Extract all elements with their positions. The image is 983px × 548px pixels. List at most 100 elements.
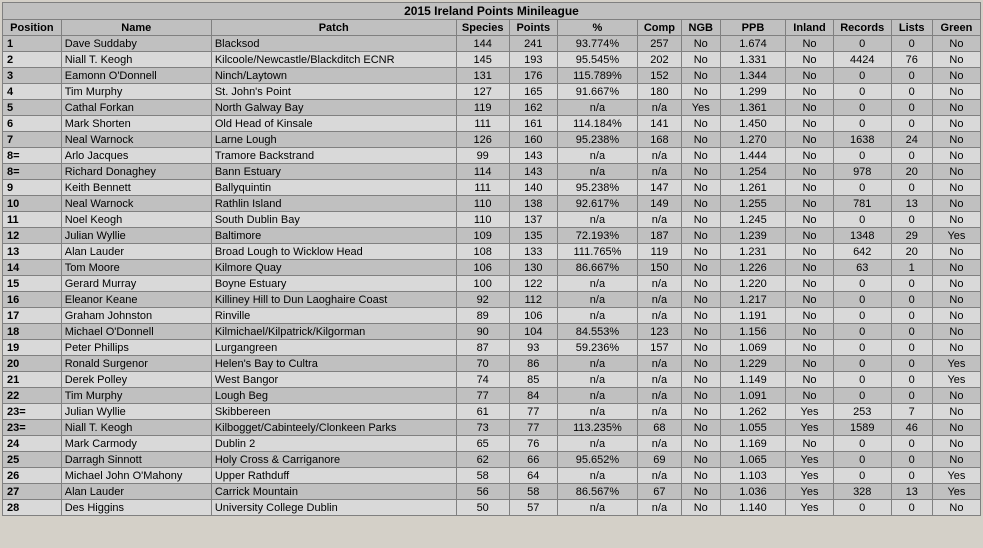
- cell-position: 12: [3, 228, 62, 244]
- cell-ngb: No: [681, 500, 720, 516]
- table-row: 28Des HigginsUniversity College Dublin50…: [3, 500, 981, 516]
- cell-ngb: No: [681, 436, 720, 452]
- cell-name: Eamonn O'Donnell: [61, 68, 211, 84]
- cell-comp: 150: [638, 260, 682, 276]
- cell-name: Eleanor Keane: [61, 292, 211, 308]
- cell-name: Neal Warnock: [61, 132, 211, 148]
- cell-comp: n/a: [638, 148, 682, 164]
- cell-points: 104: [509, 324, 557, 340]
- table-row: 9Keith BennettBallyquintin11114095.238%1…: [3, 180, 981, 196]
- cell-ngb: No: [681, 324, 720, 340]
- cell-position: 4: [3, 84, 62, 100]
- cell-ngb: No: [681, 404, 720, 420]
- cell-lists: 0: [891, 372, 932, 388]
- cell-position: 25: [3, 452, 62, 468]
- cell-ngb: No: [681, 260, 720, 276]
- cell-name: Des Higgins: [61, 500, 211, 516]
- cell-comp: n/a: [638, 500, 682, 516]
- cell-species: 126: [456, 132, 509, 148]
- cell-records: 1348: [833, 228, 891, 244]
- cell-comp: n/a: [638, 100, 682, 116]
- cell-green: Yes: [932, 228, 980, 244]
- cell-patch: Rathlin Island: [211, 196, 456, 212]
- cell-species: 89: [456, 308, 509, 324]
- cell-records: 781: [833, 196, 891, 212]
- cell-lists: 0: [891, 324, 932, 340]
- cell-records: 1638: [833, 132, 891, 148]
- cell-name: Peter Phillips: [61, 340, 211, 356]
- cell-points: 193: [509, 52, 557, 68]
- cell-lists: 0: [891, 340, 932, 356]
- cell-species: 58: [456, 468, 509, 484]
- cell-ppb: 1.156: [720, 324, 785, 340]
- cell-ngb: No: [681, 340, 720, 356]
- cell-records: 0: [833, 372, 891, 388]
- cell-records: 0: [833, 388, 891, 404]
- table-row: 11Noel KeoghSouth Dublin Bay110137n/an/a…: [3, 212, 981, 228]
- cell-pct: n/a: [557, 436, 637, 452]
- cell-points: 143: [509, 148, 557, 164]
- cell-comp: 180: [638, 84, 682, 100]
- cell-name: Ronald Surgenor: [61, 356, 211, 372]
- col-inland: Inland: [786, 20, 834, 36]
- cell-pct: 95.238%: [557, 132, 637, 148]
- col-name: Name: [61, 20, 211, 36]
- cell-comp: 67: [638, 484, 682, 500]
- cell-ppb: 1.217: [720, 292, 785, 308]
- cell-records: 4424: [833, 52, 891, 68]
- cell-name: Arlo Jacques: [61, 148, 211, 164]
- cell-patch: St. John's Point: [211, 84, 456, 100]
- table-row: 19Peter PhillipsLurgangreen879359.236%15…: [3, 340, 981, 356]
- cell-patch: Boyne Estuary: [211, 276, 456, 292]
- cell-green: No: [932, 100, 980, 116]
- cell-green: Yes: [932, 468, 980, 484]
- cell-patch: Blacksod: [211, 36, 456, 52]
- cell-pct: 111.765%: [557, 244, 637, 260]
- cell-green: No: [932, 340, 980, 356]
- cell-ppb: 1.262: [720, 404, 785, 420]
- cell-lists: 0: [891, 212, 932, 228]
- cell-name: Derek Polley: [61, 372, 211, 388]
- cell-ppb: 1.191: [720, 308, 785, 324]
- cell-ppb: 1.229: [720, 356, 785, 372]
- cell-species: 110: [456, 196, 509, 212]
- cell-points: 84: [509, 388, 557, 404]
- cell-position: 19: [3, 340, 62, 356]
- cell-pct: 93.774%: [557, 36, 637, 52]
- col-records: Records: [833, 20, 891, 36]
- cell-patch: Dublin 2: [211, 436, 456, 452]
- cell-pct: 95.545%: [557, 52, 637, 68]
- header-row: Position Name Patch Species Points % Com…: [3, 20, 981, 36]
- cell-species: 50: [456, 500, 509, 516]
- cell-green: No: [932, 276, 980, 292]
- table-row: 14Tom MooreKilmore Quay10613086.667%150N…: [3, 260, 981, 276]
- cell-lists: 13: [891, 484, 932, 500]
- table-row: 8=Richard DonagheyBann Estuary114143n/an…: [3, 164, 981, 180]
- cell-position: 17: [3, 308, 62, 324]
- cell-inland: Yes: [786, 500, 834, 516]
- cell-comp: n/a: [638, 212, 682, 228]
- cell-position: 10: [3, 196, 62, 212]
- cell-points: 160: [509, 132, 557, 148]
- col-green: Green: [932, 20, 980, 36]
- cell-patch: Lurgangreen: [211, 340, 456, 356]
- table-row: 3Eamonn O'DonnellNinch/Laytown131176115.…: [3, 68, 981, 84]
- cell-pct: 114.184%: [557, 116, 637, 132]
- cell-records: 0: [833, 436, 891, 452]
- cell-name: Michael John O'Mahony: [61, 468, 211, 484]
- cell-position: 8=: [3, 148, 62, 164]
- cell-pct: 91.667%: [557, 84, 637, 100]
- cell-ngb: No: [681, 388, 720, 404]
- cell-patch: Killiney Hill to Dun Laoghaire Coast: [211, 292, 456, 308]
- cell-lists: 0: [891, 180, 932, 196]
- cell-lists: 0: [891, 388, 932, 404]
- cell-records: 0: [833, 500, 891, 516]
- cell-points: 86: [509, 356, 557, 372]
- cell-comp: n/a: [638, 468, 682, 484]
- cell-ppb: 1.261: [720, 180, 785, 196]
- cell-pct: n/a: [557, 292, 637, 308]
- cell-patch: Lough Beg: [211, 388, 456, 404]
- cell-records: 0: [833, 468, 891, 484]
- cell-ppb: 1.299: [720, 84, 785, 100]
- cell-species: 56: [456, 484, 509, 500]
